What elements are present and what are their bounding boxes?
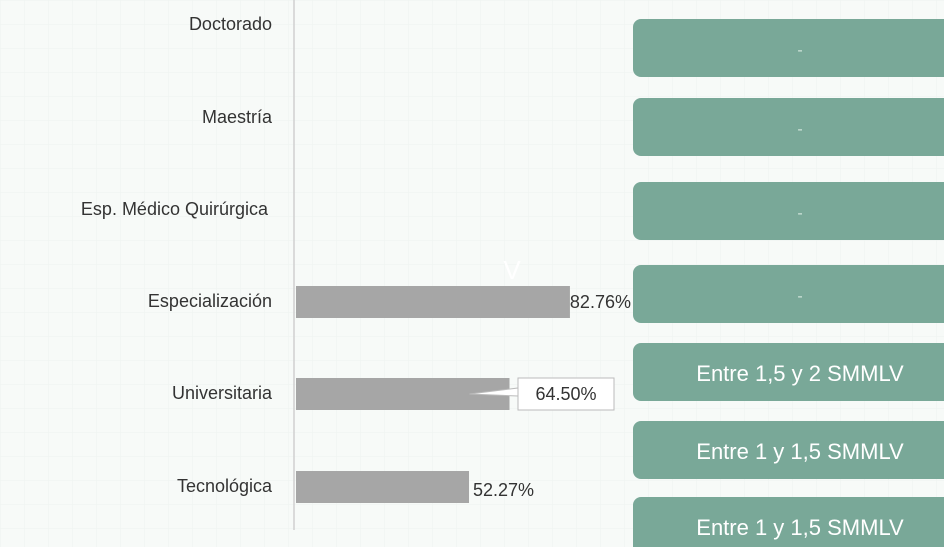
card-text: - xyxy=(797,121,802,138)
category-label: Esp. Médico Quirúrgica xyxy=(81,199,269,219)
card xyxy=(633,497,944,547)
bar xyxy=(296,286,570,318)
category-label: Doctorado xyxy=(189,14,272,34)
bar xyxy=(296,471,470,503)
category-label: Universitaria xyxy=(172,383,273,403)
value-label: 64.50% xyxy=(535,384,596,404)
annotation: V xyxy=(503,255,521,285)
card xyxy=(633,421,944,479)
category-label: Especialización xyxy=(148,291,272,311)
card-text: - xyxy=(797,205,802,222)
value-label: 82.76% xyxy=(570,292,631,312)
card-text: - xyxy=(797,42,802,59)
card xyxy=(633,265,944,323)
card-text: - xyxy=(797,288,802,305)
card xyxy=(633,98,944,156)
category-label: Tecnológica xyxy=(177,476,273,496)
card-text: Entre 1 y 1,5 SMMLV xyxy=(696,439,904,464)
card xyxy=(633,343,944,401)
card-text: Entre 1,5 y 2 SMMLV xyxy=(696,361,904,386)
category-label: Maestría xyxy=(202,107,273,127)
label-box xyxy=(517,377,615,411)
value-label: 52.27% xyxy=(473,480,534,500)
card xyxy=(633,19,944,77)
card-text: Entre 1 y 1,5 SMMLV xyxy=(696,515,904,540)
card xyxy=(633,182,944,240)
